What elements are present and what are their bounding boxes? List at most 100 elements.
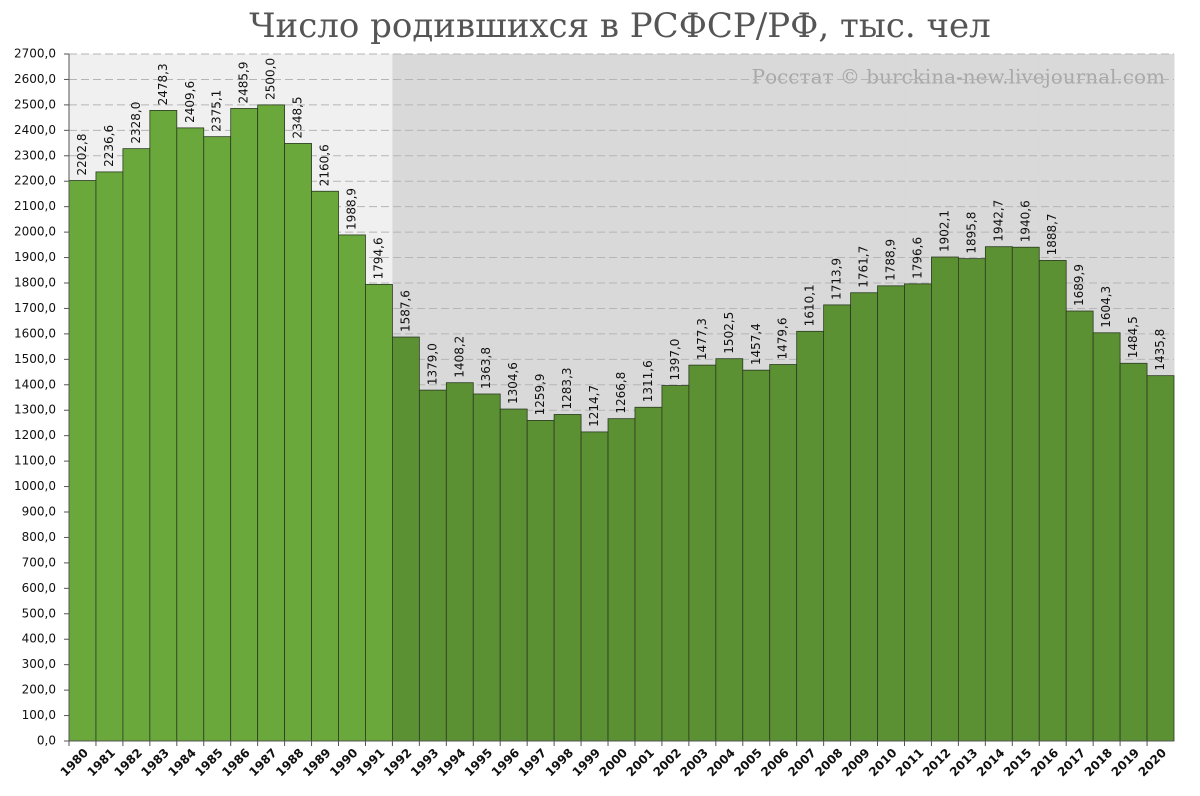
y-tick-label: 2700,0 — [14, 47, 56, 61]
x-tick-label: 2000 — [597, 746, 631, 780]
value-label: 2375,1 — [210, 90, 224, 132]
x-tick-label: 2015 — [1001, 746, 1035, 780]
value-label: 2160,6 — [318, 144, 332, 186]
y-tick-label: 100,0 — [22, 708, 56, 722]
y-tick-label: 2600,0 — [14, 72, 56, 86]
value-label: 1587,6 — [398, 290, 412, 332]
value-label: 1304,6 — [506, 362, 520, 404]
x-tick-label: 2008 — [812, 746, 846, 780]
x-tick-label: 2020 — [1136, 746, 1170, 780]
bar — [257, 104, 286, 742]
bar — [957, 258, 986, 742]
x-tick-label: 2017 — [1055, 746, 1089, 780]
x-tick-label: 1997 — [516, 746, 550, 780]
bar — [1092, 332, 1121, 742]
x-tick-label: 1993 — [408, 746, 442, 780]
bar — [95, 171, 124, 742]
bar — [796, 330, 825, 742]
bar — [984, 246, 1013, 742]
y-tick-label: 600,0 — [22, 581, 56, 595]
value-label: 2485,9 — [237, 61, 251, 103]
y-tick-label: 400,0 — [22, 632, 56, 646]
bar — [1146, 375, 1175, 742]
x-tick-label: 1985 — [192, 746, 226, 780]
x-tick-label: 1987 — [246, 746, 280, 780]
x-tick-label: 1992 — [381, 746, 415, 780]
y-tick-label: 2000,0 — [14, 225, 56, 239]
bar — [230, 108, 259, 742]
x-tick-label: 2005 — [731, 746, 765, 780]
value-label: 1502,5 — [722, 312, 736, 354]
value-label: 1477,3 — [695, 318, 709, 360]
value-label: 1794,6 — [371, 237, 385, 279]
bar — [877, 285, 905, 742]
value-label: 1435,8 — [1153, 329, 1167, 371]
bar — [661, 385, 690, 742]
value-label: 1610,1 — [803, 284, 817, 326]
bar — [607, 418, 636, 742]
x-tick-label: 2018 — [1082, 746, 1116, 780]
value-label: 1479,6 — [776, 318, 790, 360]
value-label: 1713,9 — [830, 258, 844, 300]
y-tick-label: 2500,0 — [14, 97, 56, 111]
x-tick-label: 2016 — [1028, 746, 1062, 780]
value-label: 1940,6 — [1018, 200, 1032, 242]
x-tick-label: 2012 — [920, 746, 954, 780]
y-tick-label: 1000,0 — [14, 479, 56, 493]
x-tick-label: 1994 — [435, 746, 469, 780]
value-label: 1408,2 — [452, 336, 466, 378]
x-tick-label: 1995 — [462, 746, 496, 780]
x-tick-label: 2009 — [839, 746, 873, 780]
chart-title: Число родившихся в РСФСР/РФ, тыс. чел — [249, 6, 990, 46]
x-tick-label: 1986 — [219, 746, 253, 780]
bar — [122, 148, 151, 742]
y-tick-label: 1400,0 — [14, 377, 56, 391]
bar — [553, 414, 582, 742]
x-tick-label: 1981 — [85, 746, 119, 780]
value-label: 1214,7 — [587, 385, 601, 427]
value-label: 1363,8 — [479, 347, 493, 389]
bar — [472, 393, 501, 742]
value-label: 2348,5 — [291, 96, 305, 138]
value-label: 1311,6 — [641, 360, 655, 402]
bar — [284, 143, 312, 742]
bar — [338, 234, 366, 742]
bar — [311, 190, 339, 742]
bar — [499, 408, 528, 742]
y-tick-label: 300,0 — [22, 657, 56, 671]
bar — [850, 292, 878, 742]
y-tick-label: 1700,0 — [14, 301, 56, 315]
x-tick-label: 2001 — [624, 746, 658, 780]
x-tick-label: 1999 — [570, 746, 604, 780]
y-tick-label: 2300,0 — [14, 148, 56, 162]
value-label: 1379,0 — [425, 343, 439, 385]
x-tick-label: 2003 — [677, 746, 711, 780]
x-tick-label: 1996 — [489, 746, 523, 780]
value-label: 1888,7 — [1045, 213, 1059, 255]
bar — [688, 364, 717, 742]
bar — [445, 382, 474, 742]
bar — [580, 431, 609, 742]
value-label: 1895,8 — [964, 212, 978, 254]
bar — [392, 336, 420, 742]
x-tick-label: 1988 — [273, 746, 307, 780]
x-tick-label: 2019 — [1109, 746, 1143, 780]
y-tick-label: 1500,0 — [14, 352, 56, 366]
value-label: 2409,6 — [183, 81, 197, 123]
bar — [176, 127, 205, 742]
value-label: 1604,3 — [1099, 286, 1113, 328]
bar — [68, 180, 97, 742]
value-label: 1397,0 — [668, 339, 682, 381]
bar — [769, 364, 798, 742]
x-tick-label: 1991 — [354, 746, 388, 780]
value-label: 2478,3 — [156, 63, 170, 105]
y-tick-label: 2100,0 — [14, 199, 56, 213]
bar — [203, 136, 232, 742]
value-label: 1689,9 — [1072, 264, 1086, 306]
bar — [1119, 362, 1148, 742]
value-label: 1902,1 — [937, 210, 951, 252]
y-tick-label: 500,0 — [22, 606, 56, 620]
y-tick-label: 200,0 — [22, 683, 56, 697]
